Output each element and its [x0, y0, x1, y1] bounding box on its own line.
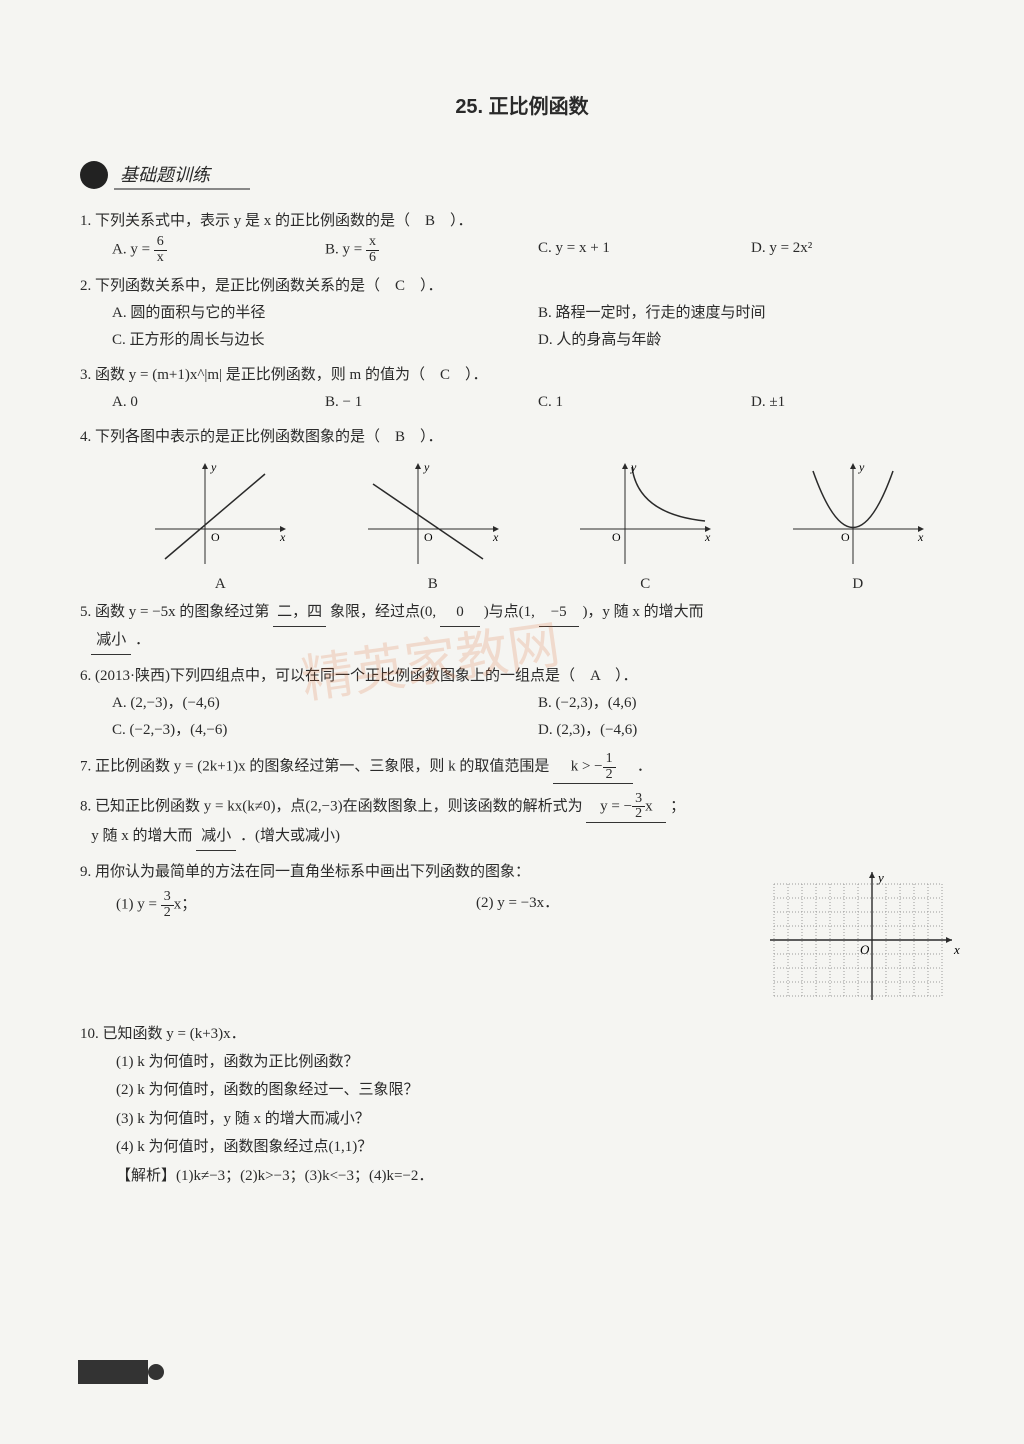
question-10: 10. 已知函数 y = (k+3)x． (1) k 为何值时，函数为正比例函数… — [80, 1021, 964, 1191]
graph-b: O x y — [348, 459, 518, 574]
q2-opt-a: A. 圆的面积与它的半径 — [112, 300, 538, 327]
graph-label-c: C — [560, 576, 730, 593]
section-banner-label: 基础题训练 — [114, 159, 250, 190]
student-icon — [80, 161, 108, 189]
question-4: 4. 下列各图中表示的是正比例函数图象的是（ B ）． — [80, 424, 964, 451]
graph-label-b: B — [348, 576, 518, 593]
question-2: 2. 下列函数关系中，是正比例函数关系的是（ C ）． A. 圆的面积与它的半径… — [80, 273, 964, 354]
svg-text:y: y — [423, 460, 430, 474]
q5-blank-4: 减小 — [91, 627, 131, 655]
svg-text:O: O — [424, 530, 433, 544]
section-banner: 基础题训练 — [80, 159, 250, 190]
svg-text:y: y — [858, 460, 865, 474]
question-5: 5. 函数 y = −5x 的图象经过第 二，四 象限，经过点(0, 0 )与点… — [80, 599, 964, 655]
q3-opt-b: B. − 1 — [325, 389, 538, 416]
question-6: 6. (2013·陕西)下列四组点中，可以在同一个正比例函数图象上的一组点是（ … — [80, 663, 964, 744]
q1-stem: 1. 下列关系式中，表示 y 是 x 的正比例函数的是（ B ）． — [80, 208, 964, 235]
q6-stem: 6. (2013·陕西)下列四组点中，可以在同一个正比例函数图象上的一组点是（ … — [80, 663, 964, 690]
q10-stem: 10. 已知函数 y = (k+3)x． — [80, 1021, 964, 1048]
svg-text:x: x — [704, 530, 711, 544]
q3-stem: 3. 函数 y = (m+1)x^|m| 是正比例函数，则 m 的值为（ C ）… — [80, 362, 964, 389]
question-7: 7. 正比例函数 y = (2k+1)x 的图象经过第一、三象限，则 k 的取值… — [80, 752, 964, 783]
q10-answer: 【解析】(1)k≠−3；(2)k>−3；(3)k<−3；(4)k=−2． — [116, 1162, 964, 1191]
q1-opt-a: A. y = 6x — [112, 235, 325, 265]
q9-sub-2: (2) y = −3x． — [476, 890, 559, 920]
graph-a: O x y — [135, 459, 305, 574]
q2-stem: 2. 下列函数关系中，是正比例函数关系的是（ C ）． — [80, 273, 964, 300]
q6-opt-c: C. (−2,−3)，(4,−6) — [112, 717, 538, 744]
q2-opt-d: D. 人的身高与年龄 — [538, 327, 964, 354]
q5-blank-1: 二，四 — [273, 599, 326, 627]
q3-opt-c: C. 1 — [538, 389, 751, 416]
q4-stem: 4. 下列各图中表示的是正比例函数图象的是（ B ）． — [80, 424, 964, 451]
q8-blank-1: y = −32x — [586, 792, 666, 823]
q2-opt-b: B. 路程一定时，行走的速度与时间 — [538, 300, 964, 327]
coordinate-grid: Oxy — [764, 870, 954, 1015]
svg-text:O: O — [841, 530, 850, 544]
origin-label: O — [211, 530, 220, 544]
svg-text:x: x — [279, 530, 286, 544]
svg-text:y: y — [630, 460, 637, 474]
svg-text:x: x — [917, 530, 924, 544]
question-1: 1. 下列关系式中，表示 y 是 x 的正比例函数的是（ B ）． A. y =… — [80, 208, 964, 265]
q7-blank: k > −12 — [553, 752, 633, 783]
svg-text:y: y — [210, 460, 217, 474]
graph-c: O x y — [560, 459, 730, 574]
q9-sub-1: (1) y = 32x； — [116, 890, 476, 920]
q8-blank-2: 减小 — [196, 823, 236, 851]
q1-opt-c: C. y = x + 1 — [538, 235, 751, 265]
q5-blank-2: 0 — [440, 599, 480, 627]
q3-opt-a: A. 0 — [112, 389, 325, 416]
q6-opt-b: B. (−2,3)，(4,6) — [538, 690, 964, 717]
svg-text:O: O — [612, 530, 621, 544]
q3-opt-d: D. ±1 — [751, 389, 964, 416]
graph-label-d: D — [773, 576, 943, 593]
page-number-mark — [78, 1360, 148, 1384]
q1-opt-d: D. y = 2x² — [751, 235, 964, 265]
q5-blank-3: −5 — [539, 599, 579, 627]
q1-opt-b: B. y = x6 — [325, 235, 538, 265]
page-title: 25. 正比例函数 — [80, 90, 964, 119]
q4-graphs: O x y O x y O x y O — [114, 459, 964, 574]
q6-opt-a: A. (2,−3)，(−4,6) — [112, 690, 538, 717]
svg-text:x: x — [492, 530, 499, 544]
q10-sub-2: (2) k 为何值时，函数的图象经过一、三象限？ — [116, 1076, 964, 1105]
graph-label-a: A — [135, 576, 305, 593]
question-3: 3. 函数 y = (m+1)x^|m| 是正比例函数，则 m 的值为（ C ）… — [80, 362, 964, 416]
svg-text:O: O — [860, 942, 870, 957]
graph-d: O x y — [773, 459, 943, 574]
q10-sub-3: (3) k 为何值时，y 随 x 的增大而减小？ — [116, 1105, 964, 1134]
svg-text:y: y — [876, 870, 884, 885]
q4-labels: A B C D — [114, 576, 964, 593]
q10-sub-1: (1) k 为何值时，函数为正比例函数？ — [116, 1048, 964, 1077]
q2-opt-c: C. 正方形的周长与边长 — [112, 327, 538, 354]
question-8: 8. 已知正比例函数 y = kx(k≠0)，点(2,−3)在函数图象上，则该函… — [80, 792, 964, 851]
q6-opt-d: D. (2,3)，(−4,6) — [538, 717, 964, 744]
svg-text:x: x — [953, 942, 960, 957]
q10-sub-4: (4) k 为何值时，函数图象经过点(1,1)？ — [116, 1133, 964, 1162]
